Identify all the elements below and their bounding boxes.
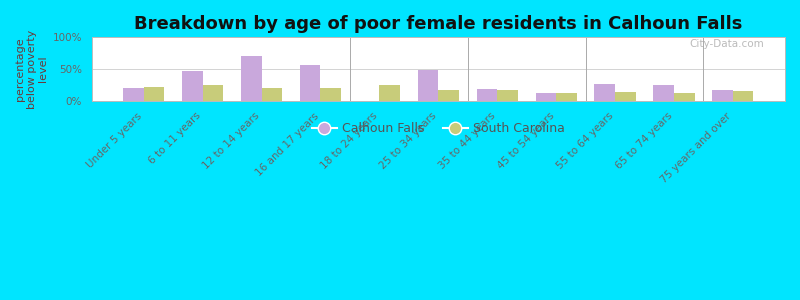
Bar [615, 92, 636, 101]
Bar [594, 84, 615, 101]
Bar [144, 87, 164, 101]
Bar [241, 56, 262, 101]
Legend: Calhoun Falls, South Carolina: Calhoun Falls, South Carolina [306, 118, 570, 140]
Bar [123, 88, 144, 101]
Bar [498, 90, 518, 101]
Bar [733, 91, 754, 101]
Bar [712, 90, 733, 101]
Bar [438, 90, 459, 101]
Bar [202, 85, 223, 101]
Bar [535, 93, 556, 101]
Title: Breakdown by age of poor female residents in Calhoun Falls: Breakdown by age of poor female resident… [134, 15, 742, 33]
Text: City-Data.com: City-Data.com [690, 39, 764, 49]
Bar [321, 88, 341, 101]
Bar [379, 85, 400, 101]
Bar [654, 85, 674, 101]
Y-axis label: percentage
below poverty
level: percentage below poverty level [15, 29, 48, 109]
Bar [556, 93, 577, 101]
Bar [262, 88, 282, 101]
Bar [182, 71, 202, 101]
Bar [477, 89, 498, 101]
Bar [674, 93, 694, 101]
Bar [418, 70, 438, 101]
Bar [300, 65, 321, 101]
